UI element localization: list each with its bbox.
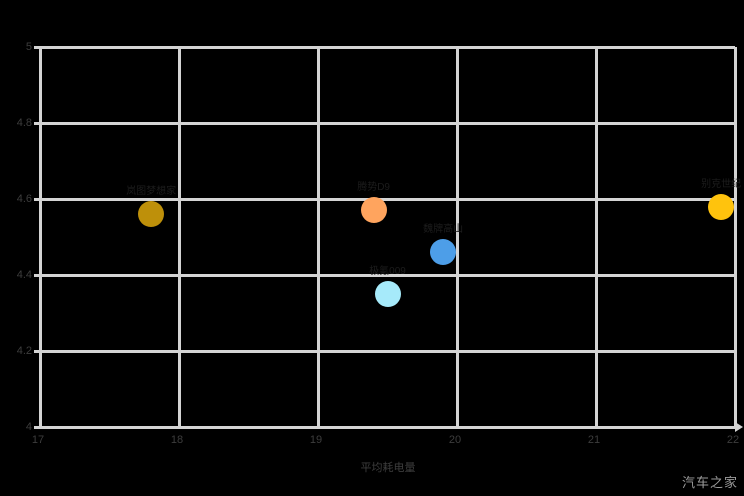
vertical-gridline: [38, 47, 42, 427]
vertical-gridline: [316, 47, 320, 427]
x-tick-label: 17: [31, 434, 45, 446]
y-tick-label: 5: [25, 41, 32, 53]
vertical-gridline: [177, 47, 181, 427]
y-tick-label: 4: [25, 421, 32, 433]
x-axis-title: 平均耗电量: [360, 462, 416, 474]
watermark-autohome: 汽车之家: [681, 475, 738, 490]
y-tick-label: 4.4: [16, 269, 32, 281]
data-point-bubble[interactable]: [360, 197, 387, 224]
y-tick-label: 4.6: [16, 193, 32, 205]
data-point-label: 岚图梦想家: [126, 186, 177, 198]
data-point-bubble[interactable]: [374, 281, 401, 307]
y-axis-tick: [34, 349, 40, 353]
y-tick-label: 4.2: [16, 345, 32, 357]
x-tick-label: 22: [726, 434, 740, 446]
y-axis-tick: [34, 273, 40, 277]
horizontal-gridline: [40, 121, 735, 125]
data-point-bubble[interactable]: [708, 193, 735, 220]
data-point-label: 魏牌高山: [423, 224, 464, 236]
x-axis-arrow-icon: [735, 422, 743, 432]
y-axis-tick: [34, 121, 40, 125]
data-point-label: 别克世纪: [701, 178, 742, 190]
data-point-label: 腾势D9: [357, 182, 390, 194]
x-tick-label: 20: [448, 434, 462, 446]
x-tick-label: 21: [587, 434, 601, 446]
horizontal-gridline: [40, 425, 735, 429]
vertical-gridline: [455, 47, 459, 427]
y-tick-label: 4.8: [16, 117, 32, 129]
data-point-label: 极氪009: [369, 266, 406, 277]
y-axis-tick: [34, 45, 40, 49]
horizontal-gridline: [40, 349, 735, 353]
horizontal-gridline: [40, 45, 735, 49]
horizontal-gridline: [40, 273, 735, 277]
x-tick-label: 18: [170, 434, 184, 446]
data-point-bubble[interactable]: [138, 201, 165, 228]
y-axis-tick: [34, 197, 40, 201]
x-tick-label: 19: [309, 434, 323, 446]
horizontal-gridline: [40, 197, 735, 201]
data-point-bubble[interactable]: [430, 239, 457, 266]
y-axis-tick: [34, 425, 40, 429]
vertical-gridline: [733, 47, 737, 427]
vertical-gridline: [594, 47, 598, 427]
